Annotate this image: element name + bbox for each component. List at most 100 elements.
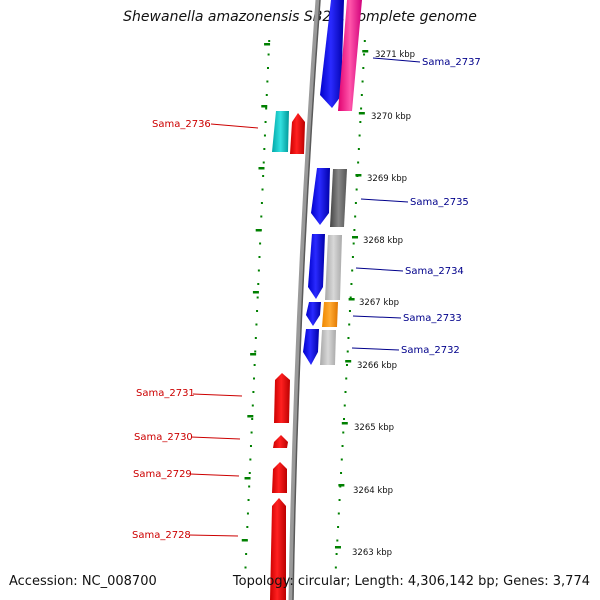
guide-dot xyxy=(338,499,341,501)
gene-leader-line xyxy=(352,315,402,319)
green-tick xyxy=(334,546,341,549)
gene-block-light-gray[interactable] xyxy=(320,330,336,365)
gene-leader-line xyxy=(190,436,241,440)
guide-dot xyxy=(347,337,350,339)
guide-dot xyxy=(337,512,340,515)
guide-dot xyxy=(244,566,247,569)
gene-label[interactable]: Sama_2730 xyxy=(134,432,193,443)
gene-arrow[interactable] xyxy=(274,373,290,423)
guide-dot xyxy=(264,121,267,123)
guide-dot xyxy=(341,445,344,447)
gene-arrow[interactable] xyxy=(290,113,305,154)
kbp-tick-label: 3271 kbp xyxy=(375,50,415,60)
guide-dot xyxy=(363,40,366,42)
gene-label[interactable]: Sama_2728 xyxy=(132,530,191,541)
green-tick xyxy=(264,43,271,46)
gene-label[interactable]: Sama_2736 xyxy=(152,119,211,130)
guide-dot xyxy=(265,107,268,110)
gene-leader-line xyxy=(351,347,400,351)
green-ticks xyxy=(241,43,369,549)
guide-dot xyxy=(262,161,265,164)
guide-dot xyxy=(254,350,257,353)
kbp-tick-label: 3264 kbp xyxy=(353,486,393,496)
guide-dot xyxy=(261,188,264,191)
guide-dot xyxy=(345,364,348,366)
genome-backbone-shadow xyxy=(292,0,321,600)
guide-dot xyxy=(361,80,364,83)
kbp-tick-label: 3269 kbp xyxy=(367,174,407,184)
gene-arrow[interactable] xyxy=(311,168,330,225)
gene-leader-line xyxy=(189,473,240,477)
guide-dot xyxy=(247,499,250,501)
gene-block-light-gray[interactable] xyxy=(325,235,342,300)
gene-arrow[interactable] xyxy=(270,498,286,600)
green-tick xyxy=(241,539,248,542)
gene-arrow[interactable] xyxy=(306,302,321,326)
gene-leader-line xyxy=(210,123,259,129)
green-tick xyxy=(250,353,257,356)
guide-dot xyxy=(355,188,358,191)
green-tick xyxy=(358,112,365,115)
gene-block-orange[interactable] xyxy=(322,302,338,327)
guide-dot xyxy=(359,121,362,123)
guide-dot xyxy=(250,431,253,434)
gene-label[interactable]: Sama_2732 xyxy=(401,345,460,356)
guide-dot xyxy=(340,458,343,461)
guide-dot xyxy=(257,269,260,272)
green-tick xyxy=(355,174,362,177)
guide-dot xyxy=(249,445,252,447)
guide-dot xyxy=(256,296,259,299)
guide-dot xyxy=(246,512,249,515)
guide-dot xyxy=(346,350,349,353)
gene-label[interactable]: Sama_2729 xyxy=(133,469,192,480)
guide-dot xyxy=(360,94,363,96)
guide-dot xyxy=(260,215,263,218)
guide-dot xyxy=(259,242,262,245)
guide-dot xyxy=(248,485,251,488)
guide-dot xyxy=(253,377,256,380)
gene-label[interactable]: Sama_2737 xyxy=(422,57,481,68)
gene-arrow[interactable] xyxy=(308,234,325,299)
guide-dot xyxy=(254,337,257,339)
gene-label[interactable]: Sama_2731 xyxy=(136,388,195,399)
green-tick xyxy=(258,167,265,170)
gene-leader-line xyxy=(192,393,243,397)
guide-dot xyxy=(251,404,254,407)
green-tick xyxy=(345,360,352,363)
guide-dot xyxy=(263,134,266,137)
guide-dot xyxy=(357,148,360,150)
guide-dot xyxy=(348,323,351,326)
green-tick xyxy=(261,105,268,108)
gene-block-cyan[interactable] xyxy=(272,111,289,152)
guide-dot xyxy=(335,553,338,555)
gene-label[interactable]: Sama_2735 xyxy=(410,197,469,208)
guide-dot xyxy=(267,53,270,56)
guide-dot xyxy=(344,391,347,393)
gene-label[interactable]: Sama_2734 xyxy=(405,266,464,277)
guide-dot xyxy=(343,418,346,420)
gene-block-pink[interactable] xyxy=(338,0,362,111)
guide-dot xyxy=(334,566,337,569)
guide-dot xyxy=(245,553,248,555)
guide-dot xyxy=(340,472,343,474)
guide-dot xyxy=(354,202,357,204)
gene-label[interactable]: Sama_2733 xyxy=(403,313,462,324)
gene-arrow[interactable] xyxy=(303,329,319,365)
green-tick xyxy=(352,236,359,239)
guide-dot xyxy=(345,377,348,380)
guide-dot xyxy=(268,40,271,42)
guide-dot xyxy=(357,161,360,164)
guide-dot xyxy=(349,296,352,299)
gene-arrow[interactable] xyxy=(273,435,288,448)
guide-dot xyxy=(251,418,254,420)
gene-arrow[interactable] xyxy=(272,462,287,493)
guide-dot xyxy=(249,458,252,461)
gene-leader-line xyxy=(188,534,239,537)
guide-dot xyxy=(358,134,361,137)
gene-arrow[interactable] xyxy=(320,0,344,108)
kbp-tick-label: 3265 kbp xyxy=(354,423,394,433)
green-tick xyxy=(244,477,251,480)
gene-block-dark-gray[interactable] xyxy=(330,169,347,227)
green-tick xyxy=(362,50,369,53)
guide-dot xyxy=(336,539,339,542)
